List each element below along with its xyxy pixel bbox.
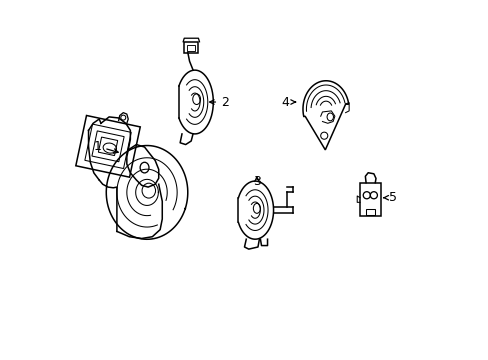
Bar	[359, 183, 380, 216]
Text: 2: 2	[209, 95, 228, 108]
Text: 1: 1	[93, 140, 118, 153]
Text: 4: 4	[281, 95, 295, 108]
Bar	[366, 209, 374, 215]
Bar	[184, 42, 198, 53]
Text: 3: 3	[252, 175, 260, 188]
Bar	[186, 45, 195, 51]
Text: 5: 5	[383, 191, 397, 204]
